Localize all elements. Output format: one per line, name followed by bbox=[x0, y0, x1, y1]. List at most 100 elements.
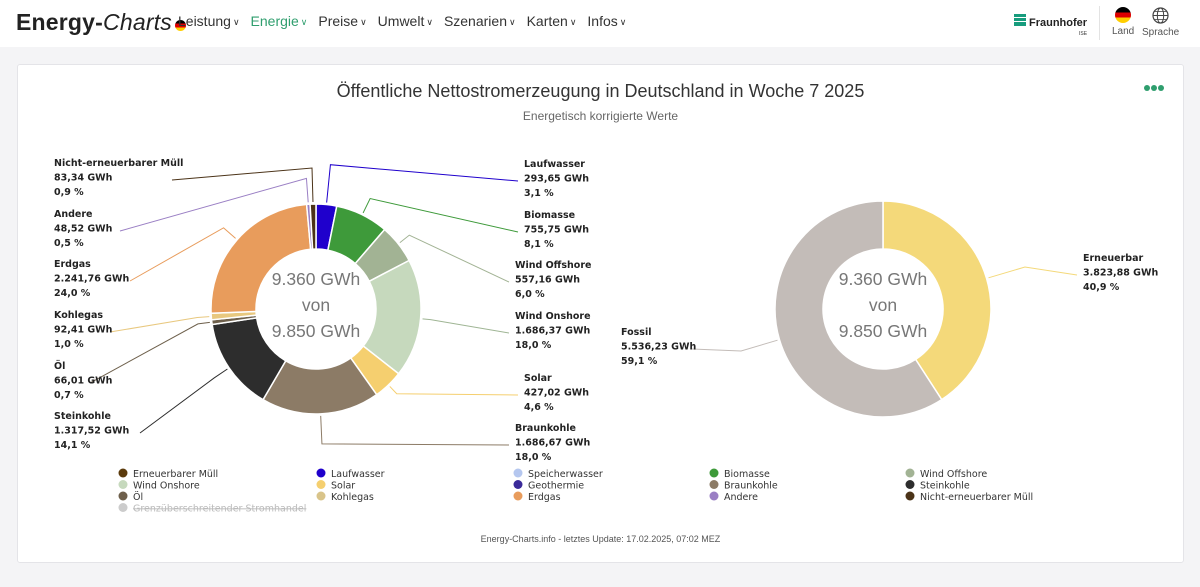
label-laufwasser-name: Laufwasser bbox=[524, 159, 585, 170]
land-selector[interactable]: Land bbox=[1112, 7, 1134, 37]
label-solar-percent: 4,6 % bbox=[524, 402, 554, 413]
nav-item-umwelt[interactable]: Umwelt ∨ bbox=[377, 13, 433, 29]
label-oel-percent: 0,7 % bbox=[54, 390, 84, 401]
legend-marker-solar bbox=[316, 480, 326, 489]
chevron-down-icon: ∨ bbox=[232, 17, 240, 27]
label-oel-name: Öl bbox=[54, 361, 65, 372]
chart-card: Laufwasser 293,65 GWh 3,1 % Biomasse 755,75 … bbox=[17, 64, 1184, 563]
label-solar-name: Solar bbox=[524, 373, 552, 384]
legend-marker-speicherwasser bbox=[513, 468, 523, 478]
fraunhofer-mark-icon bbox=[1014, 14, 1026, 26]
connector-fossil bbox=[691, 339, 778, 352]
label-andere-percent: 0,5 % bbox=[54, 238, 84, 249]
label-kohlegas-percent: 1,0 % bbox=[54, 339, 84, 350]
label-erneuerbar-value: 3.823,88 GWh bbox=[1083, 268, 1158, 279]
legend-item-laufwasser[interactable]: Laufwasser bbox=[331, 469, 385, 480]
brand-logo[interactable]: Energy-Charts bbox=[16, 9, 186, 36]
fraunhofer-sub: ISE bbox=[1079, 31, 1088, 37]
connector-wind-offshore bbox=[399, 234, 510, 283]
fraunhofer-text: Fraunhofer bbox=[1029, 17, 1088, 29]
legend-item-wind-onshore[interactable]: Wind Onshore bbox=[133, 481, 200, 492]
center-line2: von bbox=[869, 295, 897, 315]
chart-canvas: Laufwasser 293,65 GWh 3,1 % Biomasse 755,75 … bbox=[54, 158, 1158, 515]
fraunhofer-logo[interactable]: Fraunhofer ISE bbox=[1014, 13, 1087, 37]
connector-erneuerbar bbox=[988, 266, 1078, 279]
nav-item-leistung[interactable]: Leistung ∨ bbox=[178, 13, 240, 29]
legend-item-speicherwasser[interactable]: Speicherwasser bbox=[528, 469, 603, 480]
nav-item-energie[interactable]: Energie ∨ bbox=[250, 13, 308, 29]
label-wind-onshore-name: Wind Onshore bbox=[515, 311, 591, 322]
label-laufwasser-value: 293,65 GWh bbox=[524, 174, 589, 185]
language-selector[interactable]: Sprache bbox=[1142, 7, 1179, 38]
label-biomasse-percent: 8,1 % bbox=[524, 239, 554, 250]
nav-item-karten[interactable]: Karten ∨ bbox=[526, 13, 577, 29]
germany-flag-icon bbox=[175, 20, 186, 31]
sprache-label: Sprache bbox=[1142, 27, 1180, 38]
nav-item-szenarien[interactable]: Szenarien ∨ bbox=[443, 13, 516, 29]
legend-item-erdgas[interactable]: Erdgas bbox=[528, 492, 561, 503]
label-fossil-name: Fossil bbox=[621, 327, 651, 338]
label-oel-value: 66,01 GWh bbox=[54, 376, 113, 387]
chevron-down-icon: ∨ bbox=[360, 17, 367, 27]
connector-steinkohle bbox=[139, 368, 228, 434]
connector-erdgas bbox=[129, 227, 236, 282]
label-kohlegas-name: Kohlegas bbox=[54, 310, 103, 321]
update-note: Energy-Charts.info - letztes Update: 17.… bbox=[480, 534, 721, 544]
legend-item-biomasse[interactable]: Biomasse bbox=[724, 469, 770, 480]
legend-item-solar[interactable]: Solar bbox=[331, 481, 355, 492]
connector-braunkohle bbox=[320, 415, 510, 446]
legend-marker-braunkohle bbox=[709, 480, 719, 489]
legend-item-geothermie[interactable]: Geothermie bbox=[528, 481, 584, 492]
label-erneuerbar-percent: 40,9 % bbox=[1083, 282, 1120, 293]
label-braunkohle-percent: 18,0 % bbox=[515, 452, 552, 463]
label-wind-onshore-value: 1.686,37 GWh bbox=[515, 326, 590, 337]
connector-kohlegas bbox=[109, 316, 210, 333]
label-wind-onshore-percent: 18,0 % bbox=[515, 340, 552, 351]
top-navbar: Energy-Charts Leistung ∨ Energie ∨ Preise ∨ Um… bbox=[0, 0, 1200, 47]
center-line3: 9.850 GWh bbox=[839, 321, 928, 341]
chevron-down-icon: ∨ bbox=[300, 17, 308, 27]
legend-item-wind-offshore[interactable]: Wind Offshore bbox=[920, 469, 987, 480]
center-line3: 9.850 GWh bbox=[272, 321, 361, 341]
label-kohlegas-value: 92,41 GWh bbox=[54, 325, 113, 336]
nav-item-infos[interactable]: Infos ∨ bbox=[587, 13, 627, 29]
legend-item-nicht-erneuerbarer-muell[interactable]: Nicht-erneuerbarer Müll bbox=[920, 492, 1033, 503]
label-fossil-percent: 59,1 % bbox=[621, 356, 658, 367]
slice-erneuerbar[interactable] bbox=[882, 200, 992, 401]
legend-marker-biomasse bbox=[709, 468, 719, 478]
legend-marker-grenzueberschreitender-stromhandel bbox=[118, 503, 128, 512]
slice-erdgas[interactable] bbox=[210, 203, 312, 315]
legend-item-grenzueberschreitender-stromhandel[interactable]: Grenzüberschreitender Stromhandel bbox=[133, 504, 306, 515]
chevron-down-icon: ∨ bbox=[508, 17, 516, 27]
nav-item-preise[interactable]: Preise ∨ bbox=[318, 13, 367, 29]
legend-marker-laufwasser bbox=[316, 468, 326, 478]
connector-wind-onshore bbox=[422, 318, 510, 334]
legend-item-oel[interactable]: Öl bbox=[133, 492, 143, 503]
label-nicht-erneuerbarer-muell-name: Nicht-erneuerbarer Müll bbox=[54, 158, 183, 169]
chart-menu-icon[interactable] bbox=[1144, 84, 1164, 92]
chart-subtitle: Energetisch korrigierte Werte bbox=[522, 109, 679, 123]
germany-flag-icon bbox=[1115, 7, 1132, 23]
legend-marker-wind-offshore bbox=[905, 468, 915, 478]
land-label: Land bbox=[1112, 26, 1135, 37]
legend-marker-steinkohle bbox=[905, 480, 915, 489]
label-nicht-erneuerbarer-muell-percent: 0,9 % bbox=[54, 187, 84, 198]
nav-divider bbox=[1099, 6, 1100, 40]
label-fossil-value: 5.536,23 GWh bbox=[621, 342, 696, 353]
legend-item-braunkohle[interactable]: Braunkohle bbox=[724, 481, 778, 492]
legend-marker-wind-onshore bbox=[118, 480, 128, 489]
legend-item-steinkohle[interactable]: Steinkohle bbox=[920, 481, 970, 492]
slice-nicht-erneuerbarer-muell[interactable] bbox=[309, 203, 317, 250]
center-line2: von bbox=[302, 295, 330, 315]
label-solar-value: 427,02 GWh bbox=[524, 388, 589, 399]
label-erdgas-name: Erdgas bbox=[54, 259, 91, 270]
legend-item-erneuerbarer-muell[interactable]: Erneuerbarer Müll bbox=[133, 469, 218, 480]
label-biomasse-value: 755,75 GWh bbox=[524, 225, 589, 236]
slice-fossil[interactable] bbox=[774, 200, 943, 418]
label-biomasse-name: Biomasse bbox=[524, 210, 575, 221]
label-nicht-erneuerbarer-muell-value: 83,34 GWh bbox=[54, 173, 113, 184]
legend-item-kohlegas[interactable]: Kohlegas bbox=[331, 492, 374, 503]
chevron-down-icon: ∨ bbox=[569, 17, 577, 27]
legend-item-andere[interactable]: Andere bbox=[724, 492, 758, 503]
label-erdgas-value: 2.241,76 GWh bbox=[54, 274, 129, 285]
